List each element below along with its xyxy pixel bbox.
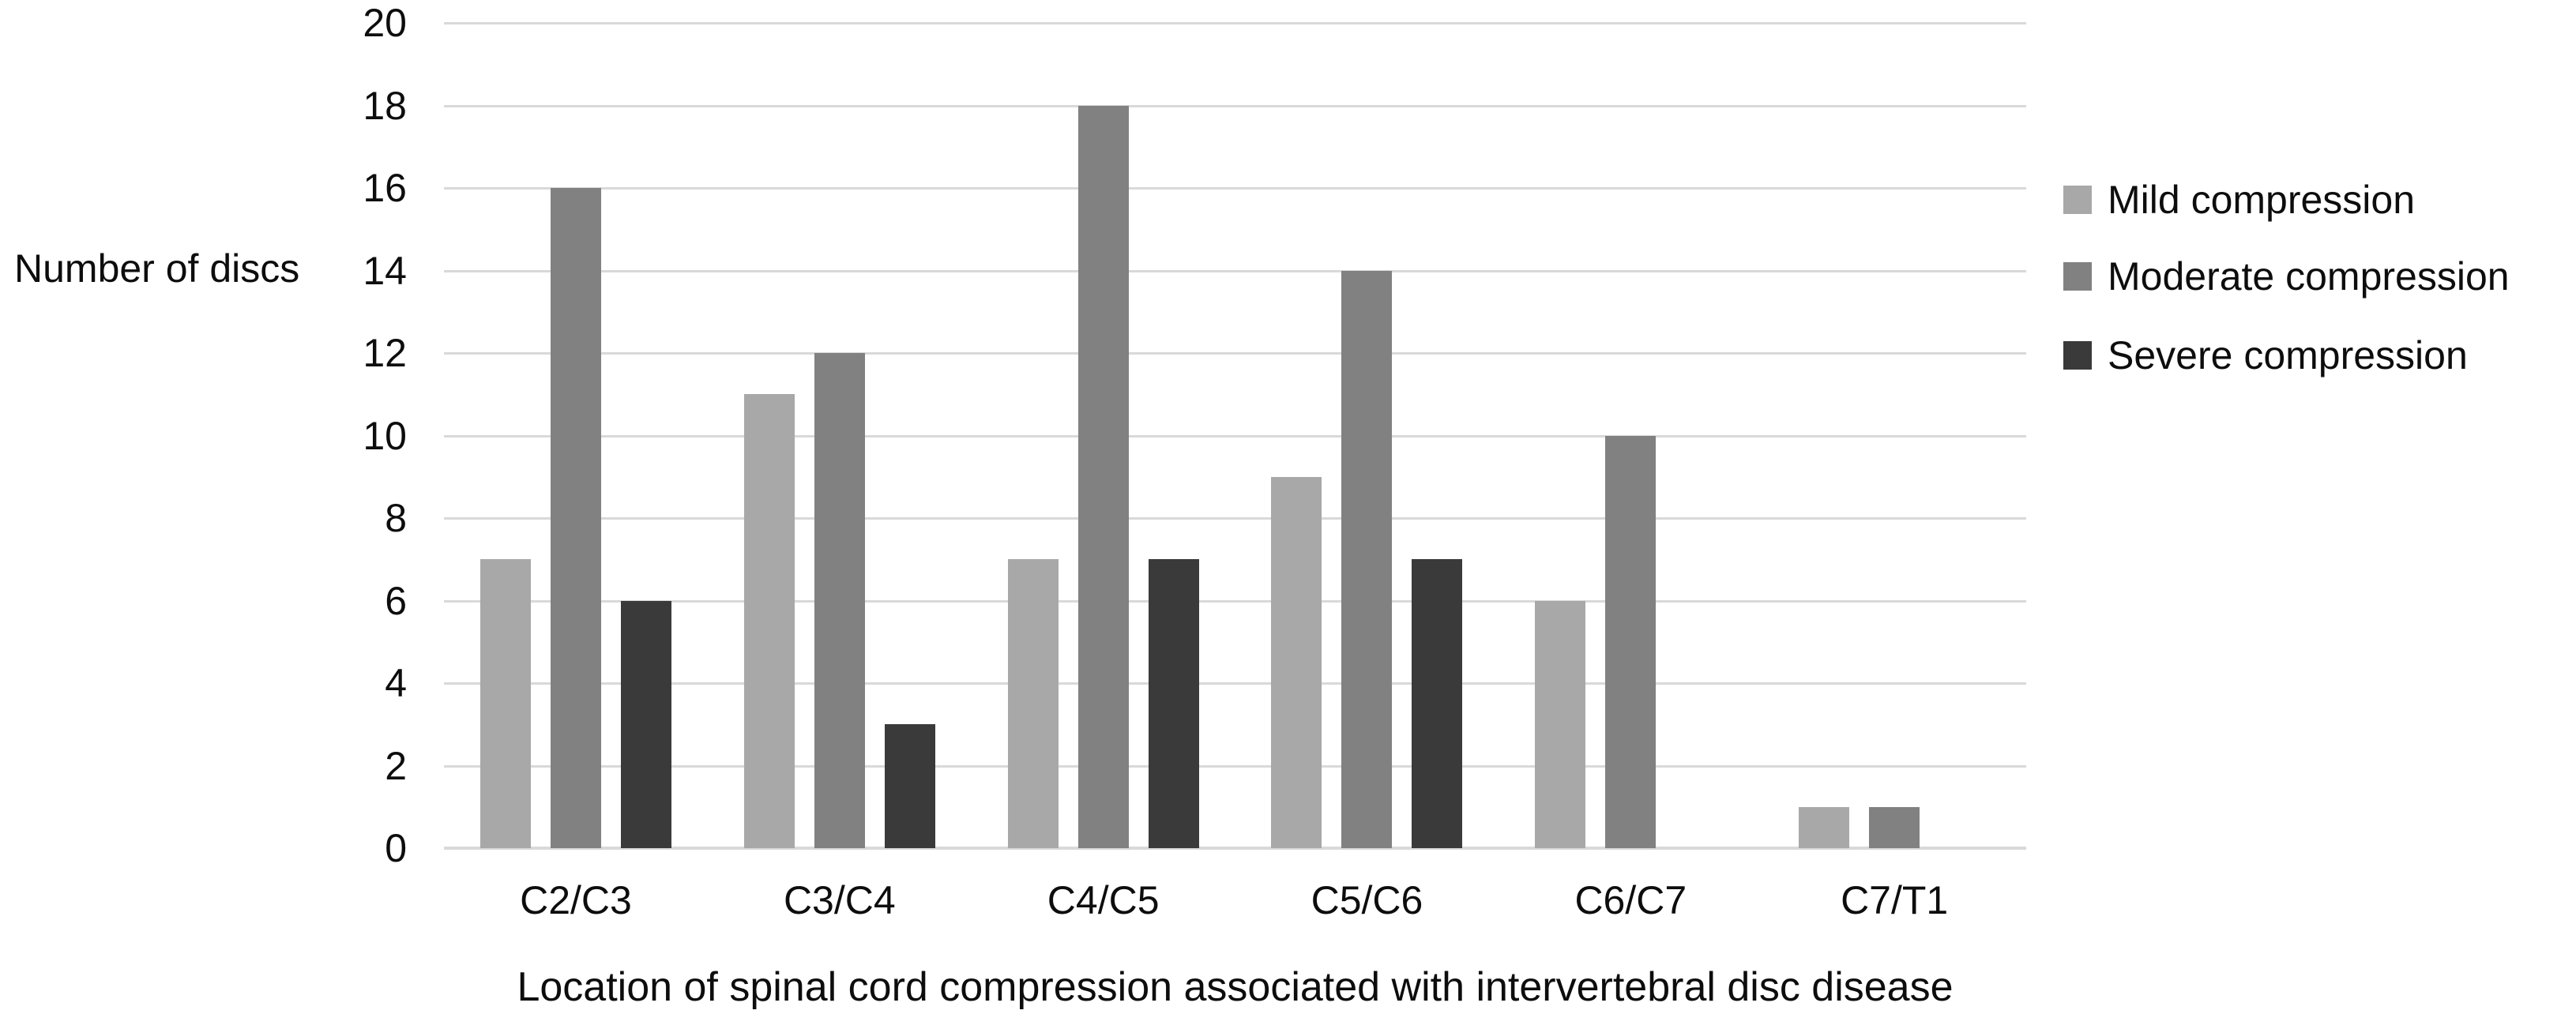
gridline-10: [444, 434, 2026, 438]
bar-c5c6-moderatecompression: [1341, 270, 1393, 848]
gridline-6: [444, 599, 2026, 603]
y-axis-title: Number of discs: [14, 246, 300, 291]
legend-label: Moderate compression: [2108, 254, 2510, 299]
legend-item-mildcompression: Mild compression: [2063, 174, 2415, 226]
bar-c3c4-mildcompression: [743, 394, 795, 848]
bar-c6c7-mildcompression: [1535, 600, 1586, 848]
bar-c3c4-severecompression: [884, 724, 935, 848]
y-tick-label-18: 18: [363, 83, 407, 128]
x-tick-label-c5c6: C5/C6: [1311, 878, 1423, 922]
y-tick-label-12: 12: [363, 331, 407, 375]
bar-c7t1-mildcompression: [1799, 806, 1850, 848]
gridline-14: [444, 269, 2026, 272]
gridline-8: [444, 517, 2026, 520]
y-tick-label-0: 0: [385, 826, 407, 870]
bar-c2c3-severecompression: [620, 600, 671, 848]
gridline-4: [444, 682, 2026, 685]
x-tick-label-c3c4: C3/C4: [783, 878, 896, 922]
bar-c4c5-severecompression: [1148, 559, 1199, 848]
legend-label: Mild compression: [2108, 178, 2416, 222]
gridline-20: [444, 22, 2026, 24]
bar-c2c3-moderatecompression: [550, 188, 601, 848]
bar-c5c6-mildcompression: [1271, 476, 1322, 848]
bar-c4c5-mildcompression: [1007, 559, 1059, 848]
x-axis-line: [444, 847, 2026, 850]
gridline-16: [444, 187, 2026, 190]
legend-label: Severe compression: [2108, 333, 2468, 377]
bar-c7t1-moderatecompression: [1869, 806, 1920, 848]
x-tick-label-c7t1: C7/T1: [1841, 878, 1949, 922]
bar-c3c4-moderatecompression: [814, 353, 865, 848]
y-tick-label-8: 8: [385, 496, 407, 540]
bar-c5c6-severecompression: [1412, 559, 1463, 848]
gridline-12: [444, 352, 2026, 355]
y-tick-label-16: 16: [363, 166, 407, 210]
legend-swatch-icon: [2063, 262, 2092, 291]
y-tick-label-14: 14: [363, 248, 407, 293]
y-tick-label-6: 6: [385, 578, 407, 623]
bar-c6c7-moderatecompression: [1605, 435, 1657, 848]
gridline-18: [444, 104, 2026, 107]
plot-area: [444, 22, 2026, 850]
bar-c2c3-mildcompression: [479, 559, 531, 848]
y-tick-label-10: 10: [363, 413, 407, 458]
x-tick-label-c6c7: C6/C7: [1574, 878, 1687, 922]
legend-item-moderatecompression: Moderate compression: [2063, 250, 2510, 302]
x-tick-label-c4c5: C4/C5: [1047, 878, 1160, 922]
legend-swatch-icon: [2063, 341, 2092, 370]
y-tick-label-20: 20: [363, 1, 407, 45]
legend-item-severecompression: Severe compression: [2063, 329, 2468, 381]
x-axis-title: Location of spinal cord compression asso…: [517, 964, 1954, 1010]
y-tick-label-4: 4: [385, 661, 407, 705]
bar-c4c5-moderatecompression: [1077, 105, 1129, 848]
y-tick-label-2: 2: [385, 743, 407, 788]
legend-swatch-icon: [2063, 186, 2092, 214]
x-tick-label-c2c3: C2/C3: [520, 878, 632, 922]
gridline-2: [444, 764, 2026, 768]
